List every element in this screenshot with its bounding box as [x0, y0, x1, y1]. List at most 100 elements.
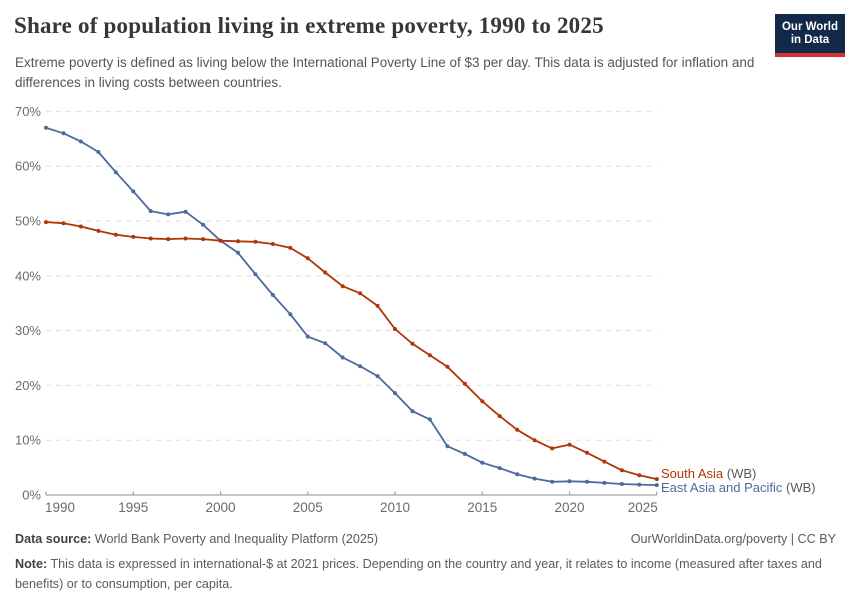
- data-point-south-asia-wb: [270, 242, 275, 246]
- y-tick-label: 0%: [22, 488, 41, 503]
- data-point-east-asia-and-pacific-wb: [201, 222, 206, 227]
- data-point-south-asia-wb: [183, 236, 188, 241]
- x-tick-label: 2000: [205, 500, 235, 515]
- data-point-east-asia-and-pacific-wb: [183, 209, 188, 214]
- data-point-south-asia-wb: [427, 353, 432, 358]
- data-point-south-asia-wb: [375, 303, 380, 308]
- data-point-east-asia-and-pacific-wb: [96, 150, 101, 154]
- data-point-south-asia-wb: [497, 414, 502, 419]
- data-point-east-asia-and-pacific-wb: [236, 250, 240, 255]
- legend-item-south-asia: South Asia (WB): [661, 466, 756, 481]
- data-point-south-asia-wb: [602, 459, 607, 464]
- data-point-south-asia-wb: [323, 270, 328, 275]
- data-point-south-asia-wb: [550, 446, 555, 451]
- data-source-label: Data source:: [15, 532, 92, 546]
- data-point-east-asia-and-pacific-wb: [515, 472, 520, 477]
- x-tick-label: 2005: [293, 500, 323, 515]
- chart-subtitle: Extreme poverty is defined as living bel…: [15, 55, 755, 90]
- y-tick-label: 60%: [15, 159, 41, 174]
- data-point-south-asia-wb: [236, 239, 240, 244]
- data-source-text: World Bank Poverty and Inequality Platfo…: [91, 532, 379, 546]
- x-tick-label: 1990: [45, 500, 75, 515]
- data-point-south-asia-wb: [567, 442, 572, 447]
- data-point-south-asia-wb: [619, 468, 624, 473]
- series-line-south-asia-wb: [45, 221, 658, 481]
- legend-suffix-east-asia-pacific: (WB): [782, 480, 816, 495]
- data-point-east-asia-and-pacific-wb: [585, 479, 589, 484]
- data-point-south-asia-wb: [166, 237, 171, 242]
- data-point-south-asia-wb: [253, 239, 258, 244]
- data-point-south-asia-wb: [218, 238, 223, 243]
- data-point-east-asia-and-pacific-wb: [654, 483, 659, 488]
- data-point-south-asia-wb: [515, 427, 520, 432]
- legend-label-south-asia: South Asia: [661, 466, 724, 481]
- note-text: This data is expressed in international-…: [15, 557, 822, 591]
- data-point-east-asia-and-pacific-wb: [270, 293, 275, 297]
- attribution-link: OurWorldinData.org/poverty | CC BY: [630, 532, 836, 546]
- x-tick-label: 1995: [118, 500, 148, 515]
- data-point-east-asia-and-pacific-wb: [61, 131, 66, 136]
- y-tick-label: 50%: [15, 214, 41, 229]
- data-point-east-asia-and-pacific-wb: [148, 209, 153, 214]
- y-tick-label: 40%: [15, 268, 41, 283]
- data-point-south-asia-wb: [654, 477, 659, 482]
- data-point-south-asia-wb: [340, 284, 345, 289]
- data-point-east-asia-and-pacific-wb: [323, 341, 328, 346]
- y-tick-label: 20%: [15, 378, 41, 393]
- data-point-east-asia-and-pacific-wb: [305, 334, 310, 339]
- data-point-east-asia-and-pacific-wb: [166, 212, 171, 217]
- page-title: Share of population living in extreme po…: [14, 13, 604, 38]
- data-point-east-asia-and-pacific-wb: [637, 482, 642, 487]
- legend-label-east-asia-pacific: East Asia and Pacific: [661, 480, 783, 495]
- data-point-east-asia-and-pacific-wb: [113, 170, 118, 175]
- data-point-east-asia-and-pacific-wb: [462, 451, 467, 456]
- data-point-east-asia-and-pacific-wb: [340, 355, 345, 360]
- data-point-south-asia-wb: [61, 221, 66, 226]
- x-tick-label: 2015: [467, 500, 497, 515]
- footer-note: Note: This data is expressed in internat…: [15, 554, 829, 594]
- data-point-east-asia-and-pacific-wb: [497, 466, 502, 471]
- series-line-east-asia-and-pacific-wb: [45, 126, 658, 487]
- data-point-south-asia-wb: [462, 381, 467, 386]
- data-point-south-asia-wb: [637, 473, 642, 478]
- data-point-south-asia-wb: [410, 341, 415, 346]
- y-tick-label: 30%: [15, 323, 41, 338]
- data-point-east-asia-and-pacific-wb: [619, 482, 624, 486]
- data-point-east-asia-and-pacific-wb: [393, 391, 397, 396]
- x-tick-label: 2020: [555, 500, 585, 515]
- y-tick-label: 70%: [15, 104, 41, 119]
- data-point-south-asia-wb: [532, 438, 537, 443]
- data-point-east-asia-and-pacific-wb: [427, 417, 432, 422]
- data-point-east-asia-and-pacific-wb: [410, 409, 415, 414]
- footer: Data source: World Bank Poverty and Ineq…: [15, 532, 836, 546]
- data-point-east-asia-and-pacific-wb: [253, 272, 258, 277]
- data-point-east-asia-and-pacific-wb: [532, 476, 537, 481]
- data-point-east-asia-and-pacific-wb: [375, 374, 380, 379]
- data-point-south-asia-wb: [201, 237, 206, 242]
- data-point-south-asia-wb: [96, 228, 101, 233]
- data-point-east-asia-and-pacific-wb: [44, 125, 48, 130]
- y-tick-label: 10%: [15, 433, 41, 448]
- data-point-south-asia-wb: [78, 224, 83, 229]
- data-point-east-asia-and-pacific-wb: [358, 364, 363, 369]
- x-tick-label: 2010: [380, 500, 410, 515]
- data-point-south-asia-wb: [113, 232, 118, 237]
- data-source-line: Data source: World Bank Poverty and Ineq…: [15, 532, 378, 546]
- data-point-east-asia-and-pacific-wb: [445, 444, 450, 449]
- data-point-south-asia-wb: [445, 364, 450, 369]
- x-tick-label: 2025: [628, 500, 658, 515]
- legend-item-east-asia-pacific: East Asia and Pacific (WB): [661, 480, 816, 495]
- legend-suffix-south-asia: (WB): [723, 466, 757, 481]
- data-point-east-asia-and-pacific-wb: [480, 460, 485, 465]
- data-point-south-asia-wb: [148, 236, 153, 241]
- owid-logo-line1: Our World: [781, 20, 838, 33]
- data-point-south-asia-wb: [358, 291, 363, 296]
- data-point-south-asia-wb: [480, 399, 485, 404]
- owid-logo-line2: in Data: [790, 33, 830, 46]
- data-point-east-asia-and-pacific-wb: [602, 480, 607, 485]
- data-point-south-asia-wb: [44, 220, 48, 225]
- data-point-south-asia-wb: [131, 234, 136, 239]
- owid-logo: Our World in Data: [775, 14, 845, 57]
- data-point-east-asia-and-pacific-wb: [78, 139, 83, 144]
